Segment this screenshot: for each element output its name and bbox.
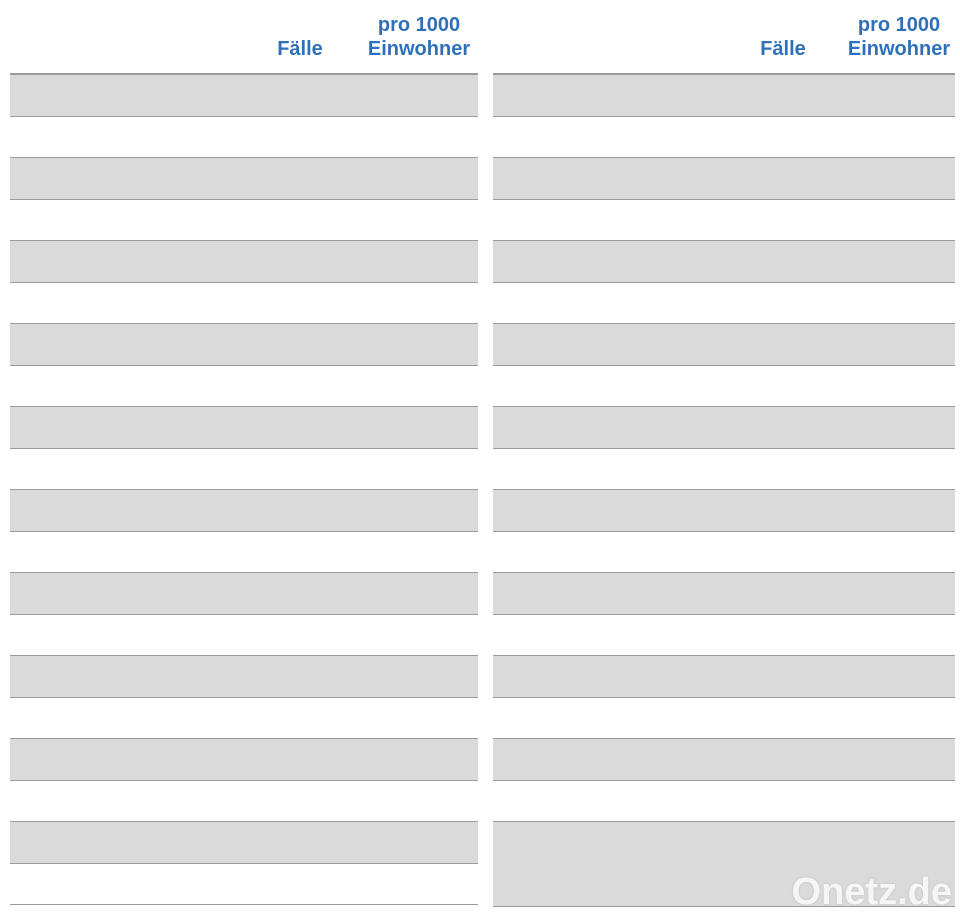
table-row	[493, 822, 955, 907]
table-row	[493, 199, 955, 241]
table-row	[10, 75, 478, 117]
table-row	[493, 656, 955, 698]
table-row	[493, 116, 955, 158]
table-row	[493, 324, 955, 366]
table-row	[10, 241, 478, 283]
table-row	[493, 573, 955, 615]
table-row	[10, 780, 478, 822]
table-row	[493, 158, 955, 200]
table-row	[10, 407, 478, 449]
table-row	[10, 282, 478, 324]
table-row	[10, 448, 478, 490]
header-rate: pro 1000	[857, 14, 941, 36]
top-rule	[493, 73, 955, 75]
header-rate: Einwohner	[367, 38, 471, 60]
table-row	[10, 531, 478, 573]
watermark: Onetz.de	[791, 871, 952, 913]
table-row	[10, 656, 478, 698]
table-row	[493, 75, 955, 117]
table-row	[10, 739, 478, 781]
table-row	[10, 614, 478, 656]
table-row	[493, 241, 955, 283]
table-row	[10, 158, 478, 200]
table-row	[10, 365, 478, 407]
table-row	[10, 573, 478, 615]
table-row	[493, 739, 955, 781]
table-row	[493, 697, 955, 739]
header-cases: Fälle	[277, 38, 323, 60]
table-row	[493, 531, 955, 573]
table-row	[10, 697, 478, 739]
table-row	[493, 448, 955, 490]
table-row	[10, 822, 478, 864]
table-row	[10, 490, 478, 532]
header-rate: Einwohner	[847, 38, 951, 60]
table-row	[10, 199, 478, 241]
table-row	[493, 614, 955, 656]
table-row	[493, 282, 955, 324]
table-row	[493, 365, 955, 407]
table-row	[493, 490, 955, 532]
table-row	[10, 863, 478, 905]
table-row	[10, 116, 478, 158]
table-row	[10, 324, 478, 366]
header-cases: Fälle	[760, 38, 806, 60]
table-row	[493, 780, 955, 822]
table-row	[493, 407, 955, 449]
header-rate: pro 1000	[377, 14, 461, 36]
top-rule	[10, 73, 478, 75]
